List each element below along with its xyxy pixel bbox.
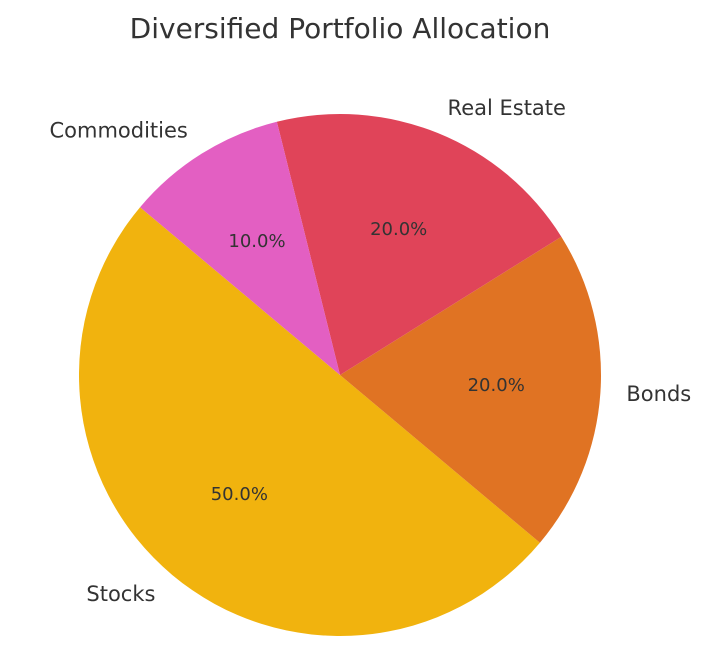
chart-title: Diversified Portfolio Allocation <box>130 12 551 45</box>
percent-label: 20.0% <box>370 219 427 240</box>
pie-slice-stocks <box>79 207 540 637</box>
pie-slice-bonds <box>340 236 602 543</box>
category-label: Real Estate <box>448 96 566 120</box>
category-label: Stocks <box>86 582 155 606</box>
percent-label: 10.0% <box>228 231 285 252</box>
pie-slice-real-estate <box>276 114 562 375</box>
percent-label: 20.0% <box>468 375 525 396</box>
percent-label: 50.0% <box>211 484 268 505</box>
pie-slice-commodities <box>140 121 340 376</box>
category-label: Bonds <box>626 382 691 406</box>
category-label: Commodities <box>49 119 187 143</box>
